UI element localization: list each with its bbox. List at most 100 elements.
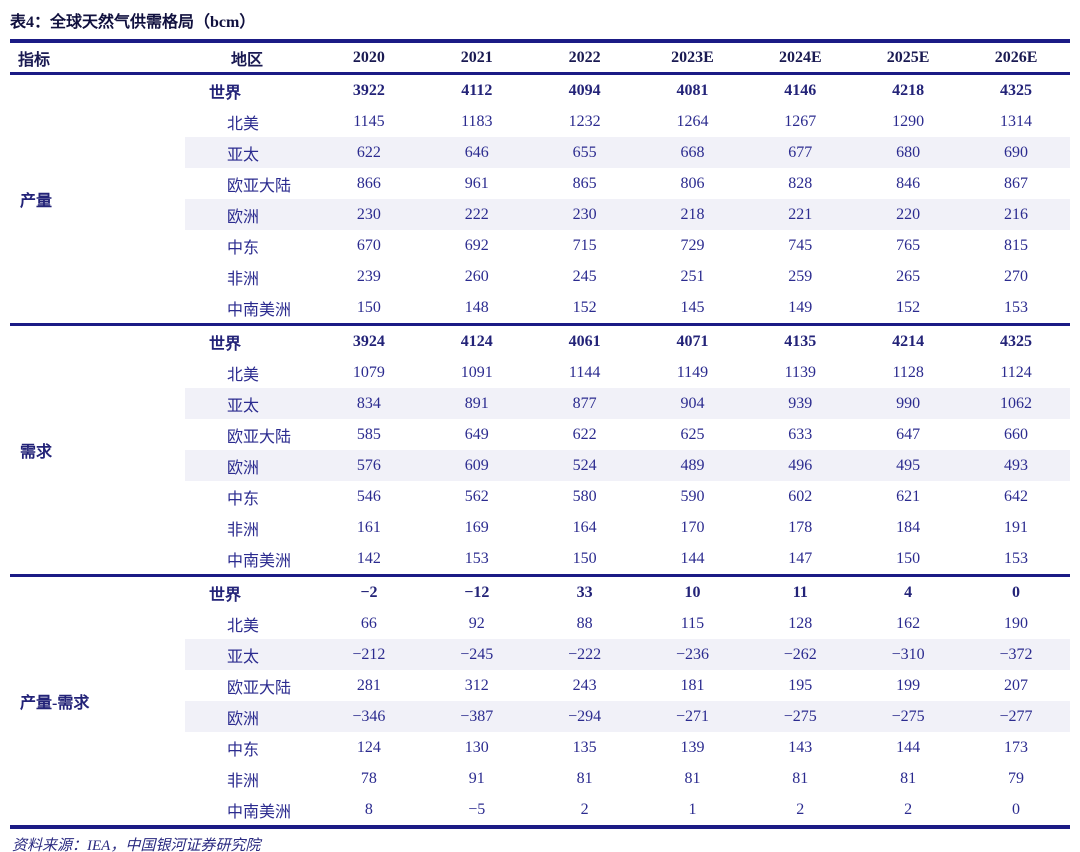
table-section-0: 产量 世界 3922 4112 4094 4081 4146 4218 4325 北美 1145 11… <box>10 73 1070 325</box>
table-title: 表4：全球天然气供需格局（bcm） <box>10 14 256 31</box>
value-cell: 150 <box>356 298 381 316</box>
value-cell: 10 <box>684 583 701 601</box>
value-cell: 251 <box>680 267 705 285</box>
value-cell: 230 <box>530 199 639 230</box>
value-cell: 1264 <box>676 112 709 130</box>
value-cell: 195 <box>788 676 813 694</box>
table-row: 北美 1079 1091 1144 1149 1139 1128 1124 <box>10 357 1070 388</box>
region-label: 北美 <box>227 617 260 635</box>
value-cell: 153 <box>1004 298 1029 316</box>
value-cell: 622 <box>315 137 423 168</box>
table-row: 欧亚大陆 585 649 622 625 633 647 660 <box>10 419 1070 450</box>
value-cell: 489 <box>638 450 747 481</box>
value-cell: 270 <box>1004 267 1029 285</box>
value-cell: 144 <box>680 549 705 567</box>
value-cell: −2 <box>360 583 378 601</box>
value-cell: 990 <box>854 388 963 419</box>
value-cell: 715 <box>572 236 597 254</box>
value-cell: 866 <box>356 174 381 192</box>
value-cell: 765 <box>896 236 921 254</box>
value-cell: −310 <box>854 639 963 670</box>
value-cell: 218 <box>638 199 747 230</box>
value-cell: 546 <box>356 487 381 505</box>
value-cell: 199 <box>896 676 921 694</box>
region-label: 欧亚大陆 <box>227 177 292 195</box>
table-row: 中南美洲 8 −5 2 1 2 2 0 <box>10 794 1070 827</box>
table-row: 亚太 622 646 655 668 677 680 690 <box>10 137 1070 168</box>
value-cell: 161 <box>356 518 381 536</box>
value-cell: 222 <box>422 199 531 230</box>
column-header-year: 2022 <box>568 48 601 66</box>
column-header-year: 2026E <box>994 48 1038 66</box>
value-cell: 1091 <box>460 363 493 381</box>
value-cell: 590 <box>680 487 705 505</box>
value-cell: 1267 <box>784 112 817 130</box>
value-cell: 1183 <box>461 112 493 130</box>
table-section-1: 需求 世界 3924 4124 4061 4071 4135 4214 4325 北美 1079 10… <box>10 324 1070 576</box>
value-cell: 585 <box>356 425 381 443</box>
table-row: 中东 670 692 715 729 745 765 815 <box>10 230 1070 261</box>
table-row: 欧洲 −346 −387 −294 −271 −275 −275 −277 <box>10 701 1070 732</box>
value-cell: 142 <box>356 549 381 567</box>
value-cell: 1079 <box>352 363 385 381</box>
indicator-label: 产量 <box>10 73 185 325</box>
value-cell: 184 <box>896 518 921 536</box>
value-cell: 220 <box>854 199 963 230</box>
value-cell: 690 <box>962 137 1070 168</box>
value-cell: 92 <box>468 614 485 632</box>
value-cell: 815 <box>1004 236 1029 254</box>
value-cell: 145 <box>680 298 705 316</box>
value-cell: 677 <box>746 137 855 168</box>
region-label: 亚太 <box>185 388 315 419</box>
value-cell: 496 <box>746 450 855 481</box>
region-label: 欧亚大陆 <box>227 428 292 446</box>
table-row: 非洲 161 169 164 170 178 184 191 <box>10 512 1070 543</box>
value-cell: 4112 <box>461 81 493 99</box>
indicator-label: 产量-需求 <box>10 575 185 827</box>
value-cell: 625 <box>680 425 705 443</box>
value-cell: 4124 <box>460 332 493 350</box>
value-cell: 207 <box>1004 676 1029 694</box>
value-cell: −262 <box>746 639 855 670</box>
table-row: 亚太 834 891 877 904 939 990 1062 <box>10 388 1070 419</box>
value-cell: 729 <box>680 236 705 254</box>
value-cell: 81 <box>900 769 917 787</box>
value-cell: 153 <box>464 549 489 567</box>
value-cell: 148 <box>464 298 489 316</box>
value-cell: −222 <box>530 639 639 670</box>
column-header-region: 地区 <box>231 51 264 69</box>
value-cell: 609 <box>422 450 531 481</box>
value-cell: 692 <box>464 236 489 254</box>
value-cell: 164 <box>572 518 597 536</box>
value-cell: 8 <box>364 800 373 818</box>
value-cell: 178 <box>788 518 813 536</box>
region-label: 欧洲 <box>185 450 315 481</box>
value-cell: 1290 <box>892 112 925 130</box>
table-row: 欧亚大陆 281 312 243 181 195 199 207 <box>10 670 1070 701</box>
value-cell: 4094 <box>568 81 601 99</box>
value-cell: 162 <box>896 614 921 632</box>
table-row: 欧亚大陆 866 961 865 806 828 846 867 <box>10 168 1070 199</box>
value-cell: 1144 <box>568 363 601 381</box>
value-cell: 660 <box>1004 425 1029 443</box>
value-cell: 150 <box>572 549 597 567</box>
value-cell: 891 <box>422 388 531 419</box>
value-cell: 655 <box>530 137 639 168</box>
value-cell: 170 <box>680 518 705 536</box>
value-cell: 1124 <box>1000 363 1032 381</box>
table-row: 北美 66 92 88 115 128 162 190 <box>10 608 1070 639</box>
value-cell: 144 <box>896 738 921 756</box>
region-label: 非洲 <box>227 521 260 539</box>
value-cell: −372 <box>962 639 1070 670</box>
region-label: 北美 <box>227 115 260 133</box>
value-cell: 2 <box>580 800 589 818</box>
value-cell: 4218 <box>892 81 925 99</box>
value-cell: 0 <box>1012 583 1021 601</box>
value-cell: 1314 <box>1000 112 1033 130</box>
table-header: 指标 地区 2020 2021 2022 2023E 2024E 2025E 2… <box>10 41 1070 74</box>
value-cell: 633 <box>788 425 813 443</box>
value-cell: 230 <box>315 199 423 230</box>
value-cell: 904 <box>638 388 747 419</box>
value-cell: 128 <box>788 614 813 632</box>
value-cell: −346 <box>315 701 423 732</box>
